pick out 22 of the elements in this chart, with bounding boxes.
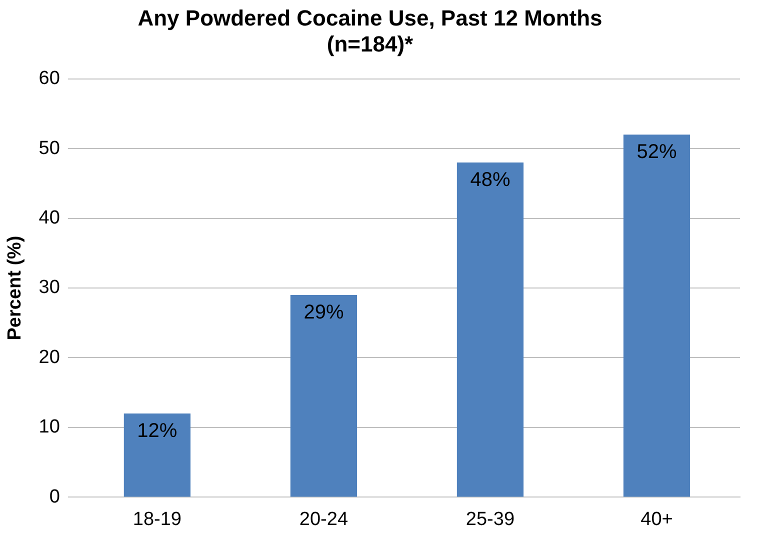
x-tick-label: 18-19 (132, 508, 182, 530)
x-tick-label: 40+ (640, 508, 673, 530)
y-tick-label: 30 (38, 277, 60, 298)
data-label: 48% (470, 168, 510, 191)
x-tick-label: 20-24 (299, 508, 348, 530)
y-tick-label: 60 (38, 68, 60, 90)
y-tick-label: 20 (38, 346, 60, 368)
bar (124, 414, 190, 497)
bar (456, 162, 524, 497)
y-tick-label: 10 (38, 416, 60, 438)
y-tick-label: 0 (49, 486, 60, 508)
y-axis-title: Percent (%) (4, 236, 26, 340)
y-tick-label: 50 (38, 138, 60, 159)
bar (290, 294, 358, 497)
text: (n=184)* (326, 32, 414, 57)
y-tick-label: 40 (38, 208, 60, 228)
data-label: 52% (636, 141, 677, 164)
data-label: 29% (304, 301, 344, 324)
x-tick-label: 25-39 (466, 508, 515, 530)
bar (623, 134, 690, 497)
text: Any Powdered Cocaine Use, Past 12 Months (138, 5, 602, 30)
data-label: 12% (137, 420, 178, 442)
